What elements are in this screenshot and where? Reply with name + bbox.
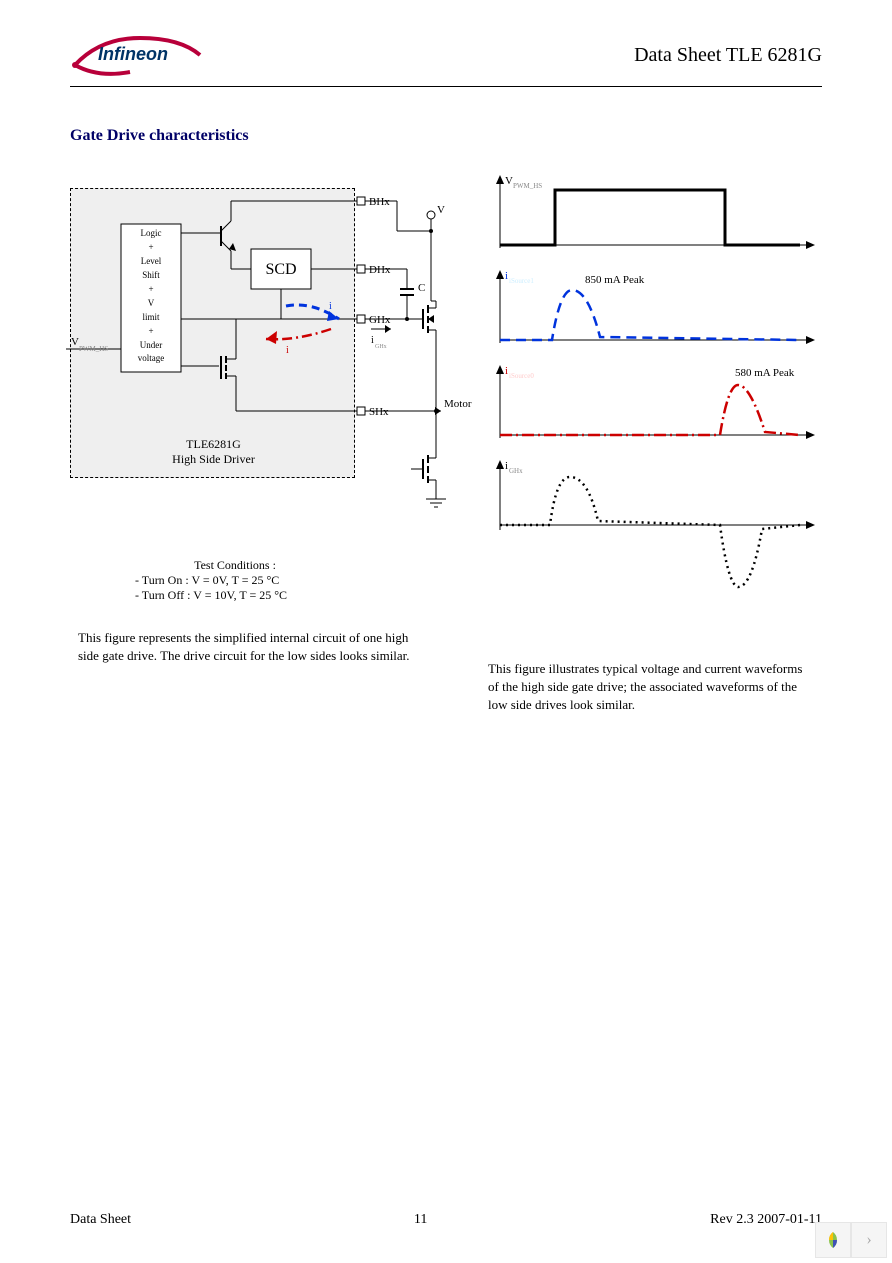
header-title: Data Sheet TLE 6281G — [634, 44, 822, 67]
nav-app-icon[interactable] — [815, 1222, 851, 1258]
svg-text:i: i — [505, 270, 508, 282]
waveform-column: V PWM_HS i iSource1 850 mA Peak — [480, 170, 822, 715]
page-header: Infineon Data Sheet TLE 6281G — [70, 30, 822, 87]
svg-text:850 mA Peak: 850 mA Peak — [585, 274, 645, 286]
svg-text:C: C — [418, 282, 425, 294]
svg-text:iSource1: iSource1 — [509, 277, 534, 285]
test-conditions: Test Conditions : - Turn On : V = 0V, T … — [70, 558, 440, 603]
section-title: Gate Drive characteristics — [70, 127, 822, 145]
nav-widget: › — [815, 1222, 887, 1258]
circuit-column: SCD — [70, 170, 440, 715]
svg-text:Infineon: Infineon — [98, 44, 168, 64]
logic-label: Logic — [121, 227, 181, 241]
infineon-logo: Infineon — [70, 30, 210, 80]
svg-text:DHx: DHx — [369, 264, 391, 276]
svg-text:580 mA Peak: 580 mA Peak — [735, 367, 795, 379]
footer-page-number: 11 — [414, 1212, 427, 1228]
svg-text:SHx: SHx — [369, 406, 389, 418]
svg-text:V: V — [71, 336, 79, 348]
waveform-isource0: i iSource0 580 mA Peak — [480, 360, 820, 450]
waveform-ighx: i GHx — [480, 455, 820, 615]
svg-text:i: i — [371, 335, 374, 346]
footer-left: Data Sheet — [70, 1212, 131, 1228]
svg-text:GHx: GHx — [369, 314, 391, 326]
svg-text:i: i — [329, 301, 332, 312]
svg-text:SCD: SCD — [265, 261, 296, 278]
svg-text:V: V — [505, 175, 513, 187]
right-caption: This figure illustrates typical voltage … — [480, 660, 822, 715]
svg-text:i: i — [505, 365, 508, 377]
svg-text:BHx: BHx — [369, 196, 390, 208]
page-footer: Data Sheet 11 Rev 2.3 2007-01-11 — [70, 1212, 822, 1228]
svg-text:i: i — [286, 345, 289, 356]
svg-text:PWM_HS: PWM_HS — [513, 182, 542, 190]
circuit-diagram: SCD — [70, 188, 355, 478]
svg-text:i: i — [505, 460, 508, 472]
svg-text:V: V — [437, 204, 445, 216]
driver-label-2: High Side Driver — [71, 452, 356, 467]
driver-label: TLE6281G — [71, 437, 356, 452]
svg-text:GHx: GHx — [509, 467, 523, 475]
svg-text:Motor: Motor — [444, 398, 472, 410]
footer-right: Rev 2.3 2007-01-11 — [710, 1212, 822, 1228]
svg-text:GHx: GHx — [375, 344, 387, 350]
svg-text:iSource0: iSource0 — [509, 372, 534, 380]
nav-next-button[interactable]: › — [851, 1222, 887, 1258]
left-caption: This figure represents the simplified in… — [70, 629, 440, 665]
chevron-right-icon: › — [866, 1231, 871, 1249]
waveform-vpwm: V PWM_HS — [480, 170, 820, 260]
svg-text:PWM_HS: PWM_HS — [79, 345, 108, 353]
waveform-isource1: i iSource1 850 mA Peak — [480, 265, 820, 355]
